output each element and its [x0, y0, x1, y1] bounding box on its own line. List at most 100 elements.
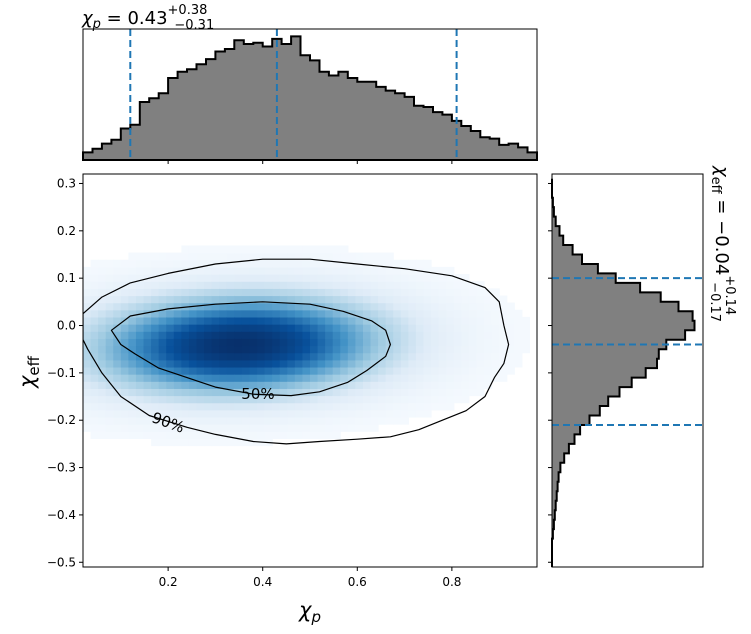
density-cell — [355, 345, 364, 354]
density-cell — [151, 274, 160, 282]
density-cell — [181, 359, 190, 368]
density-cell — [264, 352, 273, 361]
density-cell — [385, 316, 394, 325]
density-cell — [378, 274, 387, 282]
density-cell — [491, 366, 500, 375]
density-cell — [408, 374, 417, 382]
density-cell — [438, 395, 447, 404]
density-cell — [219, 352, 228, 361]
main-y-ticks: −0.5 −0.4 −0.3 −0.2 −0.1 0.0 0.1 0.2 0.3 — [47, 176, 83, 569]
density-cell — [385, 409, 394, 418]
density-cell — [181, 274, 190, 282]
density-cell — [105, 352, 114, 361]
density-cell — [181, 409, 190, 418]
right-histogram — [551, 178, 696, 567]
density-cell — [120, 409, 129, 418]
density-cell — [355, 331, 364, 339]
density-cell — [438, 352, 447, 361]
density-cell — [188, 395, 198, 404]
density-cell — [347, 409, 356, 418]
density-cell — [393, 274, 402, 282]
density-cell — [310, 295, 319, 304]
y-tick-label: −0.1 — [47, 366, 76, 380]
density-cell — [355, 416, 364, 425]
density-cell — [135, 295, 145, 304]
density-cell — [378, 395, 387, 404]
density-cell — [105, 402, 114, 411]
density-cell — [120, 424, 129, 432]
density-cell — [521, 316, 531, 325]
top-histogram — [82, 35, 538, 161]
density-cell — [438, 288, 447, 297]
density-cell — [219, 431, 228, 439]
density-cell — [461, 288, 470, 297]
density-cell — [98, 259, 107, 268]
density-cell — [415, 338, 425, 347]
density-cell — [340, 338, 349, 347]
density-cell — [302, 345, 311, 354]
density-cell — [196, 381, 205, 389]
density-cell — [279, 252, 288, 261]
density-cell — [113, 431, 122, 439]
density-cell — [234, 402, 243, 411]
density-cell — [219, 338, 228, 347]
density-cell — [317, 424, 326, 432]
density-cell — [272, 274, 281, 282]
density-cell — [431, 359, 440, 368]
density-cell — [415, 395, 425, 404]
density-cell — [113, 309, 122, 318]
density-cell — [302, 402, 311, 411]
density-cell — [446, 331, 455, 339]
density-cell — [272, 245, 281, 254]
density-cell — [128, 252, 137, 261]
density-cell — [113, 402, 122, 411]
density-cell — [310, 316, 319, 325]
density-cell — [385, 402, 394, 411]
density-cell — [302, 288, 311, 297]
density-cell — [264, 431, 273, 439]
density-cell — [219, 388, 228, 397]
density-cell — [113, 274, 122, 282]
density-cell — [347, 252, 356, 261]
density-cell — [408, 324, 417, 332]
density-cell — [181, 302, 190, 311]
density-cell — [325, 388, 334, 397]
density-cell — [332, 345, 341, 354]
density-cell — [506, 352, 515, 361]
density-cell — [181, 345, 190, 354]
density-cell — [294, 259, 304, 268]
density-cell — [340, 266, 349, 275]
density-cell — [166, 295, 175, 304]
density-cell — [173, 424, 182, 432]
density-cell — [355, 295, 364, 304]
density-cell — [166, 438, 175, 447]
density-cell — [385, 374, 394, 382]
density-cell — [128, 345, 137, 354]
density-cell — [166, 359, 175, 368]
density-cell — [393, 266, 402, 275]
density-cell — [332, 402, 341, 411]
density-cell — [105, 288, 114, 297]
density-cell — [408, 352, 417, 361]
density-cell — [272, 302, 281, 311]
density-cell — [204, 388, 213, 397]
density-cell — [158, 295, 167, 304]
density-cell — [453, 324, 462, 332]
density-cell — [98, 266, 107, 275]
density-cell — [310, 288, 319, 297]
density-cell — [173, 331, 182, 339]
density-cell — [332, 352, 341, 361]
density-cell — [173, 409, 182, 418]
density-cell — [196, 274, 205, 282]
density-cell — [317, 416, 326, 425]
density-cell — [491, 309, 500, 318]
density-cell — [287, 409, 296, 418]
x-tick-label: 0.8 — [442, 575, 461, 589]
density-cell — [302, 309, 311, 318]
density-cell — [287, 316, 296, 325]
density-cell — [83, 309, 92, 318]
density-cell — [257, 338, 266, 347]
density-cell — [378, 309, 387, 318]
density-cell — [196, 359, 205, 368]
density-cell — [90, 424, 99, 432]
